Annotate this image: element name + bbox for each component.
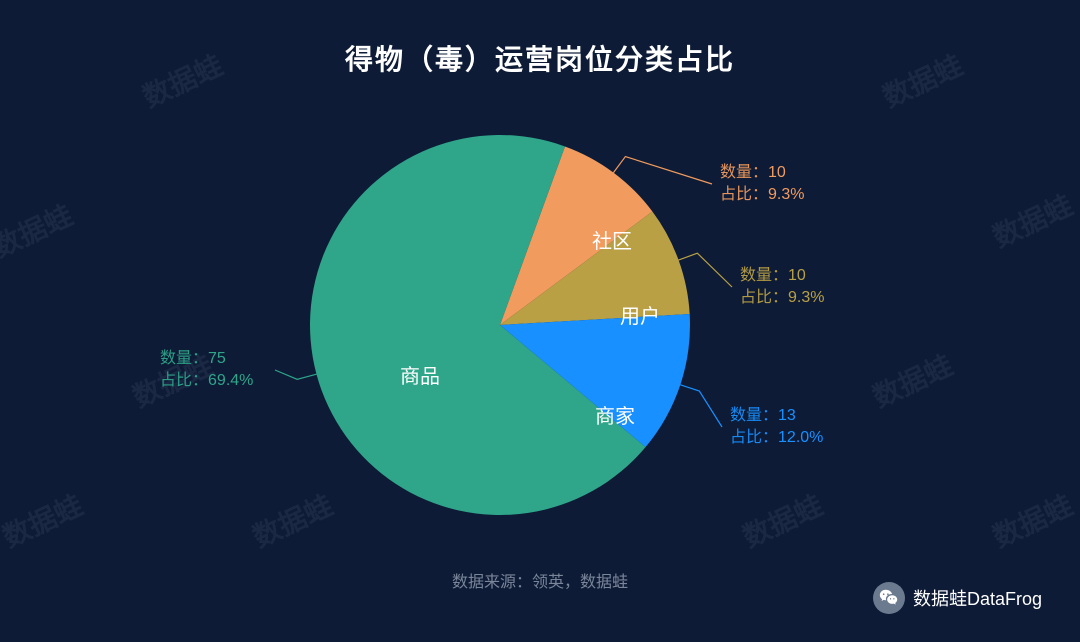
- slice-name-label: 商家: [595, 400, 635, 429]
- pie-chart: 商品数量：75占比：69.4%社区数量：10占比：9.3%用户数量：10占比：9…: [0, 100, 1080, 550]
- slice-data-label: 数量：13占比：12.0%: [730, 405, 823, 449]
- slice-name-label: 商品: [400, 360, 440, 389]
- slice-data-label: 数量：10占比：9.3%: [740, 265, 824, 309]
- brand-name: 数据蛙DataFrog: [913, 585, 1042, 611]
- brand-badge: 数据蛙DataFrog: [873, 582, 1042, 614]
- leader-line: [613, 157, 712, 184]
- slice-name-label: 社区: [592, 225, 632, 254]
- chart-title: 得物（毒）运营岗位分类占比: [345, 38, 735, 78]
- leader-line: [680, 385, 722, 427]
- slice-data-label: 数量：75占比：69.4%: [160, 348, 253, 392]
- wechat-icon: [873, 582, 905, 614]
- slice-name-label: 用户: [620, 300, 660, 329]
- slice-data-label: 数量：10占比：9.3%: [720, 162, 804, 206]
- data-source: 数据来源：领英，数据蛙: [452, 568, 628, 592]
- leader-line: [275, 370, 316, 379]
- leader-line: [679, 253, 732, 287]
